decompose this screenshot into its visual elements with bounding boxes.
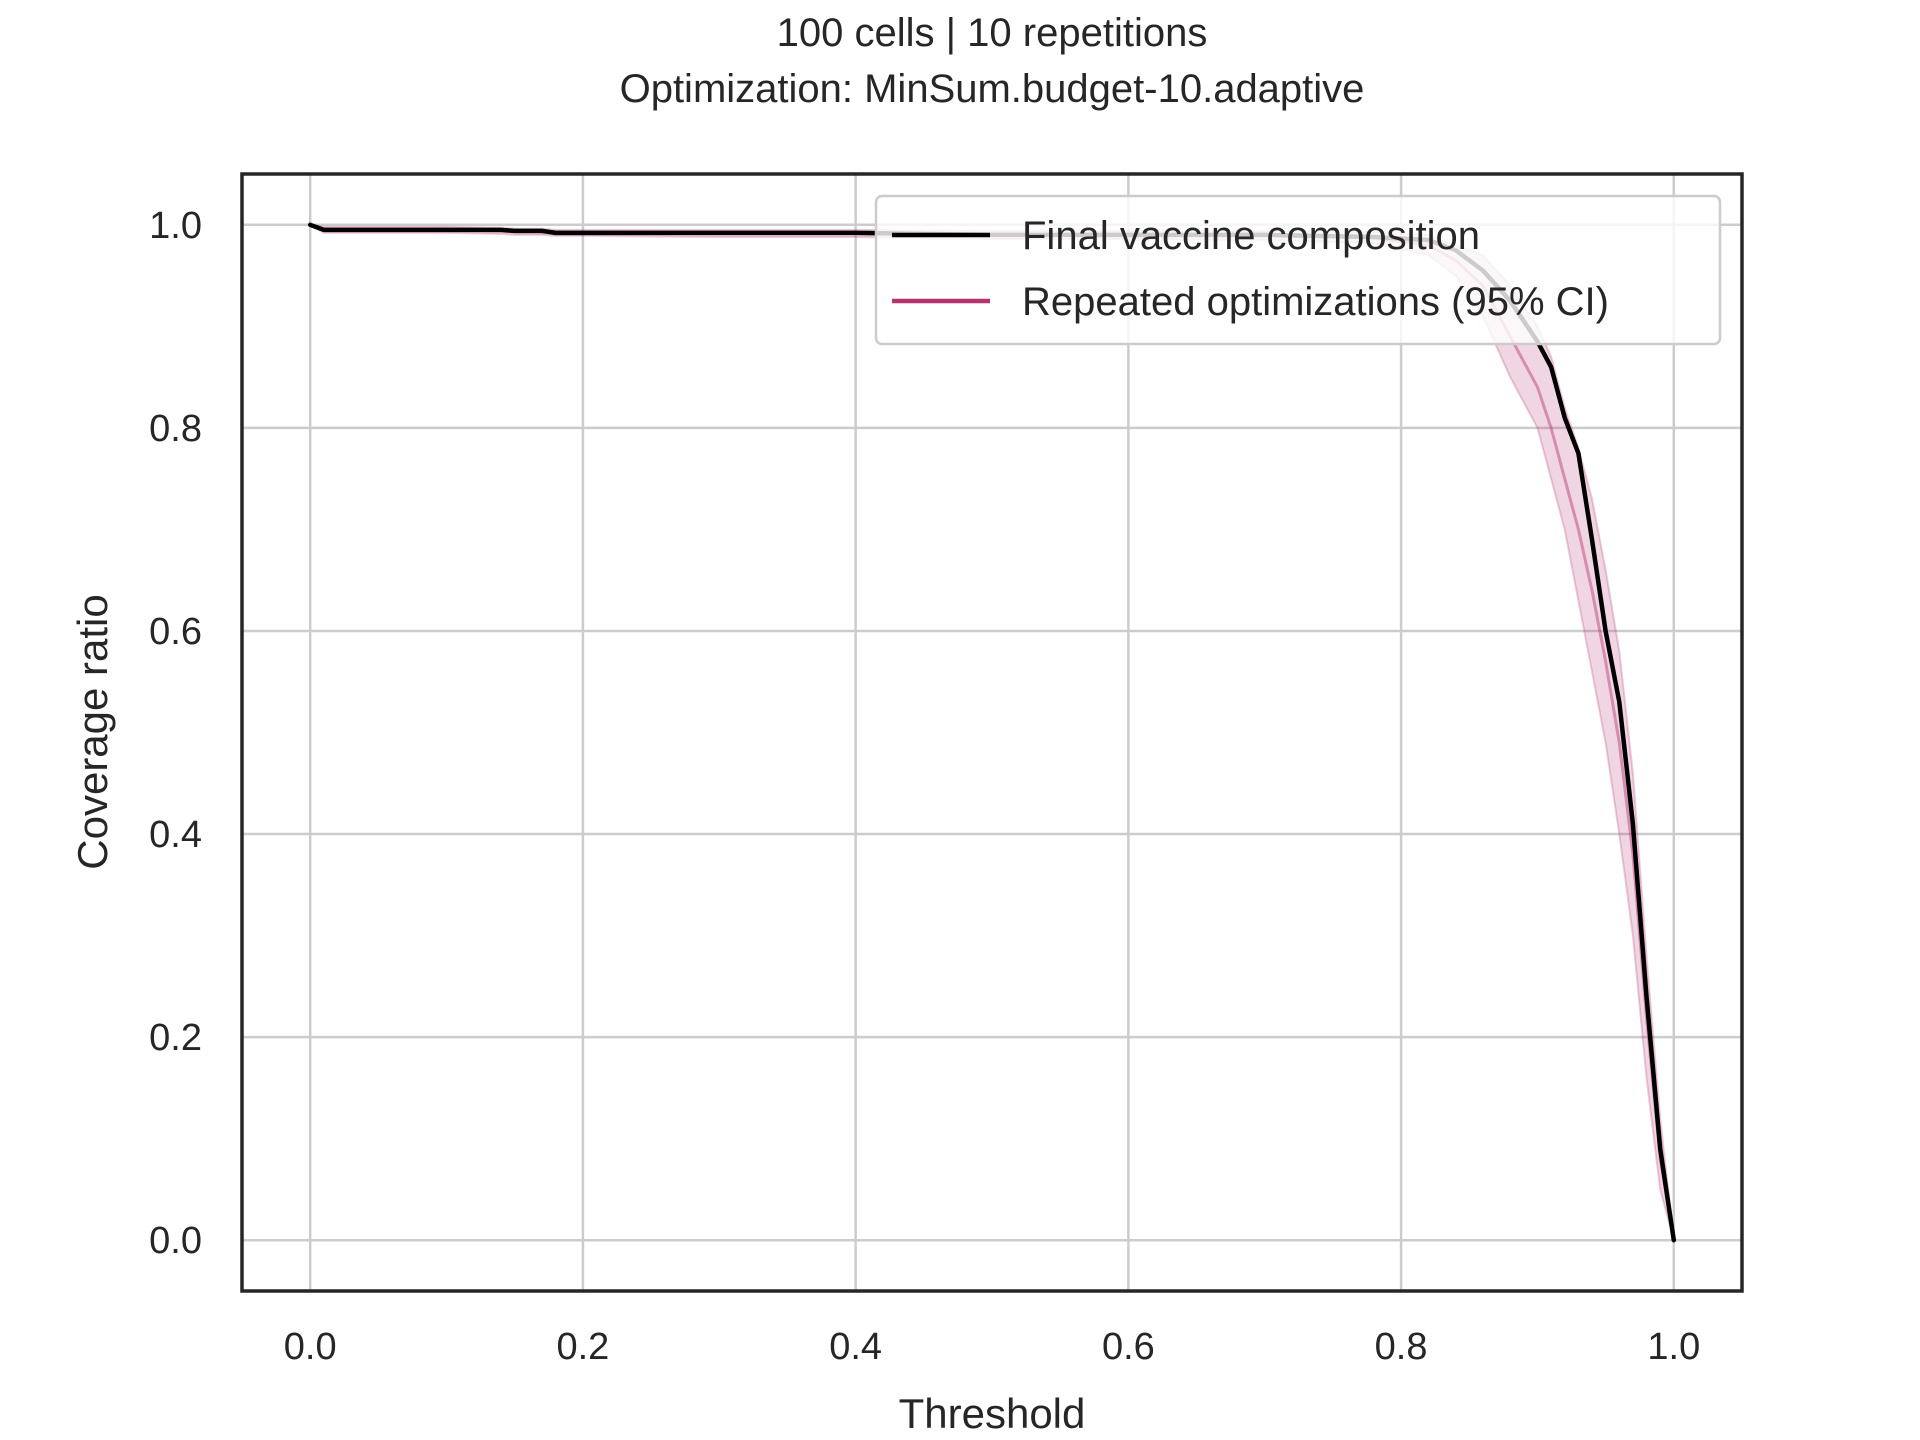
y-tick-label: 0.0 bbox=[149, 1220, 202, 1262]
final-vaccine-composition-line bbox=[307, 222, 1677, 1243]
y-tick-label: 0.2 bbox=[149, 1017, 202, 1059]
y-tick-label: 0.8 bbox=[149, 408, 202, 450]
x-tick-label: 0.6 bbox=[1102, 1326, 1155, 1368]
x-tick-labels: 0.0 0.2 0.4 0.6 0.8 1.0 bbox=[284, 1326, 1700, 1368]
legend-label-final: Final vaccine composition bbox=[1022, 214, 1480, 258]
plot-frame bbox=[240, 172, 1744, 1293]
y-tick-labels: 0.0 0.2 0.4 0.6 0.8 1.0 bbox=[149, 205, 202, 1262]
legend-label-ci: Repeated optimizations (95% CI) bbox=[1022, 280, 1609, 324]
chart-title-line1: 100 cells | 10 repetitions bbox=[777, 11, 1208, 55]
y-tick-label: 0.6 bbox=[149, 611, 202, 653]
y-tick-label: 0.4 bbox=[149, 814, 202, 856]
x-tick-label: 0.2 bbox=[556, 1326, 609, 1368]
x-tick-label: 0.0 bbox=[284, 1326, 337, 1368]
x-tick-label: 1.0 bbox=[1647, 1326, 1700, 1368]
repeated-optimizations-mean-line bbox=[309, 223, 1676, 1241]
y-axis-label: Coverage ratio bbox=[69, 594, 116, 869]
legend: Final vaccine composition Repeated optim… bbox=[874, 194, 1722, 346]
x-tick-label: 0.8 bbox=[1375, 1326, 1428, 1368]
grid bbox=[242, 174, 1742, 1291]
legend-box bbox=[874, 194, 1722, 346]
chart-title-line2: Optimization: MinSum.budget-10.adaptive bbox=[620, 67, 1365, 111]
ci-band bbox=[309, 223, 1675, 1241]
x-axis-label: Threshold bbox=[899, 1390, 1086, 1437]
y-tick-label: 1.0 bbox=[149, 205, 202, 247]
lines-layer bbox=[307, 222, 1677, 1243]
x-tick-label: 0.4 bbox=[829, 1326, 882, 1368]
ci-band-layer bbox=[309, 223, 1675, 1241]
